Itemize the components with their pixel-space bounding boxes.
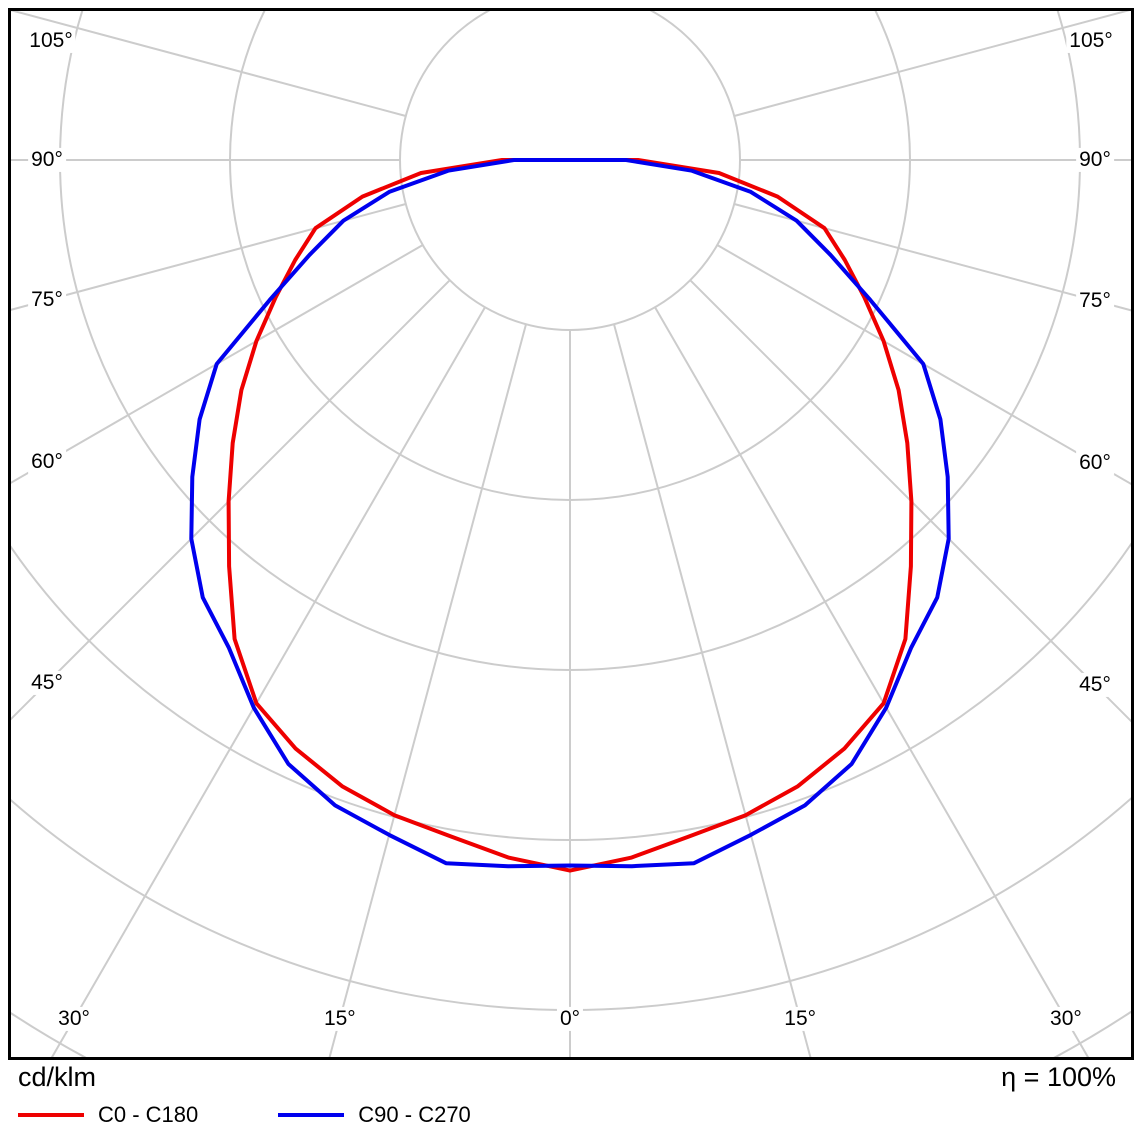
angle-label-15-left: 15° xyxy=(320,1006,359,1032)
angle-label-15-right: 15° xyxy=(781,1006,820,1032)
angle-label-75-right: 75° xyxy=(1076,288,1114,313)
legend: C0 - C180 C90 - C270 xyxy=(18,1102,551,1128)
efficiency-label: η = 100% xyxy=(1001,1062,1116,1092)
legend-label-c90-c270: C90 - C270 xyxy=(358,1102,471,1127)
angle-label-30-left: 30° xyxy=(55,1006,93,1032)
angle-label-45-left: 45° xyxy=(28,670,66,696)
legend-item-c0-c180: C0 - C180 xyxy=(18,1102,198,1128)
polar-grid xyxy=(11,11,1131,1057)
c0-c180-line-swatch xyxy=(18,1113,84,1117)
angle-label-60-right: 60° xyxy=(1076,451,1114,476)
polar-diagram-frame: 105° 90° 75° 60° 45° 30° 15° 0° 15° 30° 45° 60° 75° 9… xyxy=(8,8,1134,1060)
angle-label-90-left: 90° xyxy=(28,147,66,173)
angle-label-60-left: 60° xyxy=(28,449,66,475)
angle-label-105-right: 105° xyxy=(1066,28,1116,54)
polar-chart xyxy=(11,11,1131,1057)
angle-label-75-left: 75° xyxy=(28,288,66,313)
curve-c90-c270 xyxy=(189,158,951,869)
angle-label-90-right: 90° xyxy=(1076,147,1114,173)
c90-c270-line-swatch xyxy=(278,1113,345,1117)
angle-label-105-left: 105° xyxy=(26,28,76,54)
chart-footer: cd/klm η = 100% C0 - C180 C90 - C270 xyxy=(0,1060,1142,1132)
units-label: cd/klm xyxy=(18,1062,97,1092)
legend-label-c0-c180: C0 - C180 xyxy=(98,1102,199,1127)
angle-label-0: 0° xyxy=(556,1006,584,1032)
angle-label-30-right: 30° xyxy=(1047,1006,1085,1032)
legend-item-c90-c270: C90 - C270 xyxy=(278,1102,471,1128)
angle-label-45-right: 45° xyxy=(1076,672,1114,698)
